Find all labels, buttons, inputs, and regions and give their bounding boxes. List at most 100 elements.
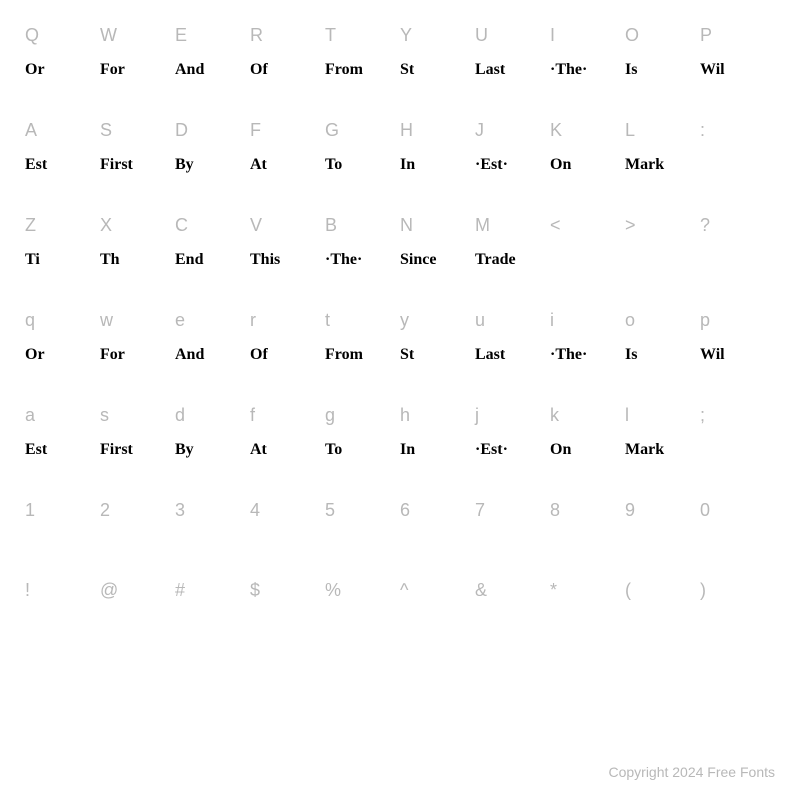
char-cell: K On bbox=[550, 115, 625, 210]
key-label: k bbox=[550, 400, 559, 430]
key-label: $ bbox=[250, 575, 260, 605]
char-cell: R Of bbox=[250, 20, 325, 115]
key-label: g bbox=[325, 400, 335, 430]
key-label: q bbox=[25, 305, 35, 335]
char-cell: 0 bbox=[700, 495, 775, 575]
char-cell: A Est bbox=[25, 115, 100, 210]
char-cell: : bbox=[700, 115, 775, 210]
glyph-display: ·Est· bbox=[475, 145, 508, 185]
char-cell: ^ bbox=[400, 575, 475, 655]
glyph-display: Wil bbox=[700, 335, 725, 375]
key-label: I bbox=[550, 20, 555, 50]
glyph-display: St bbox=[400, 335, 414, 375]
key-label: E bbox=[175, 20, 187, 50]
key-label: 7 bbox=[475, 495, 485, 525]
glyph-display: Or bbox=[25, 50, 45, 90]
glyph-display: ·The· bbox=[325, 240, 362, 280]
glyph-display: For bbox=[100, 335, 125, 375]
glyph-display: Th bbox=[100, 240, 120, 280]
key-label: P bbox=[700, 20, 712, 50]
key-label: X bbox=[100, 210, 112, 240]
glyph-display: Est bbox=[25, 145, 47, 185]
char-cell: 7 bbox=[475, 495, 550, 575]
character-map-grid: Q Or W For E And R Of T From Y St U Last… bbox=[25, 20, 775, 495]
key-label: G bbox=[325, 115, 339, 145]
glyph-display: And bbox=[175, 50, 204, 90]
char-cell: J ·Est· bbox=[475, 115, 550, 210]
key-label: A bbox=[25, 115, 37, 145]
key-label: h bbox=[400, 400, 410, 430]
char-cell: g To bbox=[325, 400, 400, 495]
glyph-display: Ti bbox=[25, 240, 40, 280]
key-label: r bbox=[250, 305, 256, 335]
key-label: D bbox=[175, 115, 188, 145]
char-cell: e And bbox=[175, 305, 250, 400]
key-label: ? bbox=[700, 210, 710, 240]
key-label: s bbox=[100, 400, 109, 430]
char-cell: X Th bbox=[100, 210, 175, 305]
char-cell: > bbox=[625, 210, 700, 305]
symbol-row: ! @ # $ % ^ & * ( ) bbox=[25, 575, 775, 655]
key-label: 9 bbox=[625, 495, 635, 525]
key-label: H bbox=[400, 115, 413, 145]
key-label: i bbox=[550, 305, 554, 335]
key-label: S bbox=[100, 115, 112, 145]
key-label: N bbox=[400, 210, 413, 240]
char-cell: j ·Est· bbox=[475, 400, 550, 495]
glyph-display: On bbox=[550, 145, 571, 185]
key-label: @ bbox=[100, 575, 118, 605]
glyph-display: To bbox=[325, 145, 342, 185]
key-label: W bbox=[100, 20, 117, 50]
char-cell: l Mark bbox=[625, 400, 700, 495]
key-label: T bbox=[325, 20, 336, 50]
glyph-display: ·Est· bbox=[475, 430, 508, 470]
char-cell: ; bbox=[700, 400, 775, 495]
key-label: : bbox=[700, 115, 705, 145]
glyph-display: Of bbox=[250, 335, 268, 375]
key-label: j bbox=[475, 400, 479, 430]
glyph-display: From bbox=[325, 50, 363, 90]
glyph-display: ·The· bbox=[550, 335, 587, 375]
char-cell: O Is bbox=[625, 20, 700, 115]
key-label: 5 bbox=[325, 495, 335, 525]
char-cell: C End bbox=[175, 210, 250, 305]
char-cell: y St bbox=[400, 305, 475, 400]
key-label: l bbox=[625, 400, 629, 430]
char-cell: i ·The· bbox=[550, 305, 625, 400]
key-label: < bbox=[550, 210, 561, 240]
key-label: 3 bbox=[175, 495, 185, 525]
glyph-display: To bbox=[325, 430, 342, 470]
char-cell: @ bbox=[100, 575, 175, 655]
key-label: J bbox=[475, 115, 484, 145]
glyph-display: ·The· bbox=[550, 50, 587, 90]
char-cell: $ bbox=[250, 575, 325, 655]
char-cell: Y St bbox=[400, 20, 475, 115]
glyph-display: Last bbox=[475, 335, 505, 375]
char-cell: f At bbox=[250, 400, 325, 495]
char-cell: % bbox=[325, 575, 400, 655]
char-cell: k On bbox=[550, 400, 625, 495]
char-cell: 4 bbox=[250, 495, 325, 575]
char-cell: * bbox=[550, 575, 625, 655]
key-label: e bbox=[175, 305, 185, 335]
key-label: * bbox=[550, 575, 557, 605]
glyph-display: In bbox=[400, 430, 415, 470]
char-cell: h In bbox=[400, 400, 475, 495]
glyph-display: On bbox=[550, 430, 571, 470]
glyph-display: First bbox=[100, 430, 133, 470]
key-label: u bbox=[475, 305, 485, 335]
number-row: 1 2 3 4 5 6 7 8 9 0 bbox=[25, 495, 775, 575]
char-cell: 5 bbox=[325, 495, 400, 575]
glyph-display: First bbox=[100, 145, 133, 185]
char-cell: T From bbox=[325, 20, 400, 115]
key-label: C bbox=[175, 210, 188, 240]
key-label: ( bbox=[625, 575, 631, 605]
char-cell: < bbox=[550, 210, 625, 305]
key-label: M bbox=[475, 210, 490, 240]
glyph-display: This bbox=[250, 240, 280, 280]
key-label: ^ bbox=[400, 575, 408, 605]
key-label: ; bbox=[700, 400, 705, 430]
char-cell: ) bbox=[700, 575, 775, 655]
char-cell: & bbox=[475, 575, 550, 655]
key-label: Z bbox=[25, 210, 36, 240]
